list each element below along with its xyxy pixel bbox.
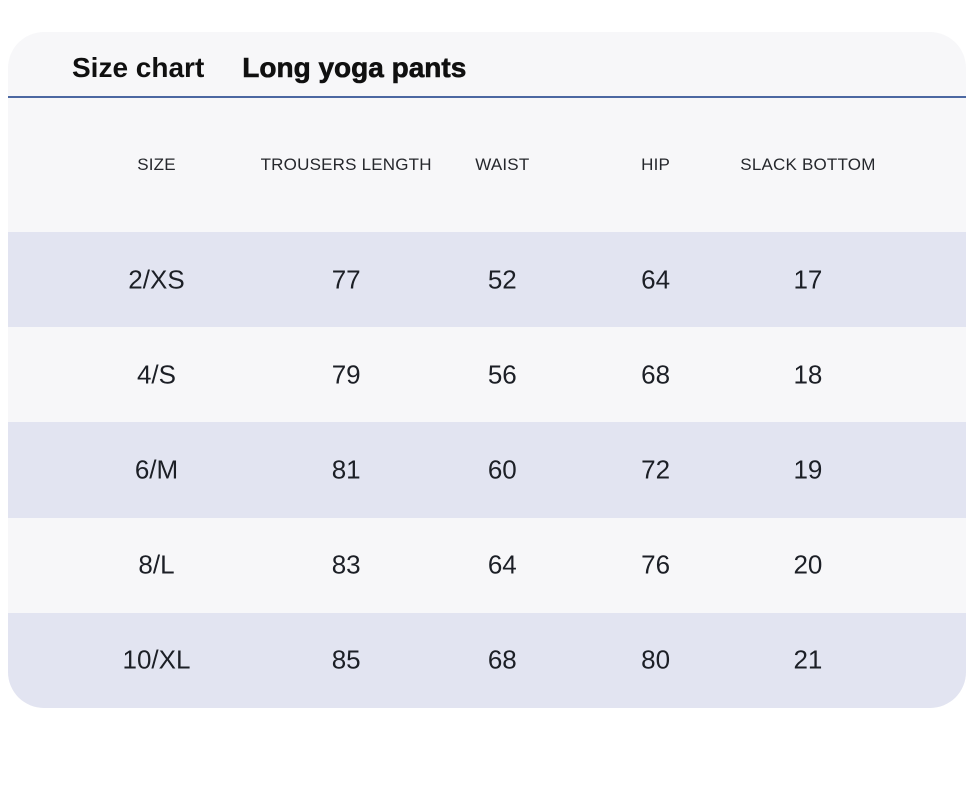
cell-waist: 64 xyxy=(487,549,517,580)
cell-waist: 68 xyxy=(487,644,517,675)
title-bar: Size chart Long yoga pants xyxy=(8,32,966,98)
cell-waist: 52 xyxy=(487,264,517,295)
table-row: 6/M 81 60 72 19 xyxy=(8,422,966,518)
table-body: 2/XS 77 52 64 17 4/S 79 56 68 18 6/M 81 … xyxy=(8,232,966,708)
table-row: 8/L 83 64 76 20 xyxy=(8,518,966,613)
cell-trousers-length: 83 xyxy=(331,549,361,580)
cell-trousers-length: 77 xyxy=(331,264,361,295)
cell-hip: 72 xyxy=(641,454,671,485)
col-header-trousers-length: TROUSERS LENGTH xyxy=(260,155,432,174)
cell-size: 2/XS xyxy=(128,264,185,295)
cell-size: 10/XL xyxy=(122,644,191,675)
cell-size: 6/M xyxy=(134,454,179,485)
table-row: 10/XL 85 68 80 21 xyxy=(8,612,966,708)
cell-slack-bottom: 21 xyxy=(793,644,823,675)
cell-hip: 80 xyxy=(641,644,671,675)
cell-waist: 60 xyxy=(487,454,517,485)
table-header-row: SIZE TROUSERS LENGTH WAIST HIP SLACK BOT… xyxy=(8,98,966,232)
cell-slack-bottom: 17 xyxy=(793,264,823,295)
size-chart-card: Size chart Long yoga pants SIZE TROUSERS… xyxy=(8,32,966,708)
cell-size: 4/S xyxy=(136,359,176,390)
cell-hip: 76 xyxy=(641,549,671,580)
cell-size: 8/L xyxy=(138,549,175,580)
table-row: 4/S 79 56 68 18 xyxy=(8,327,966,422)
size-chart-title: Size chart xyxy=(72,52,205,83)
cell-trousers-length: 81 xyxy=(331,454,361,485)
col-header-hip: HIP xyxy=(641,155,671,174)
cell-slack-bottom: 20 xyxy=(793,549,823,580)
product-name: Long yoga pants xyxy=(242,52,467,84)
col-header-size: SIZE xyxy=(137,155,176,174)
cell-trousers-length: 85 xyxy=(331,644,361,675)
cell-trousers-length: 79 xyxy=(331,359,361,390)
cell-hip: 64 xyxy=(641,264,671,295)
cell-slack-bottom: 18 xyxy=(793,359,823,390)
cell-slack-bottom: 19 xyxy=(793,454,823,485)
cell-hip: 68 xyxy=(641,359,671,390)
table-row: 2/XS 77 52 64 17 xyxy=(8,232,966,328)
col-header-slack-bottom: SLACK BOTTOM xyxy=(740,155,876,174)
col-header-waist: WAIST xyxy=(475,155,530,174)
cell-waist: 56 xyxy=(487,359,517,390)
